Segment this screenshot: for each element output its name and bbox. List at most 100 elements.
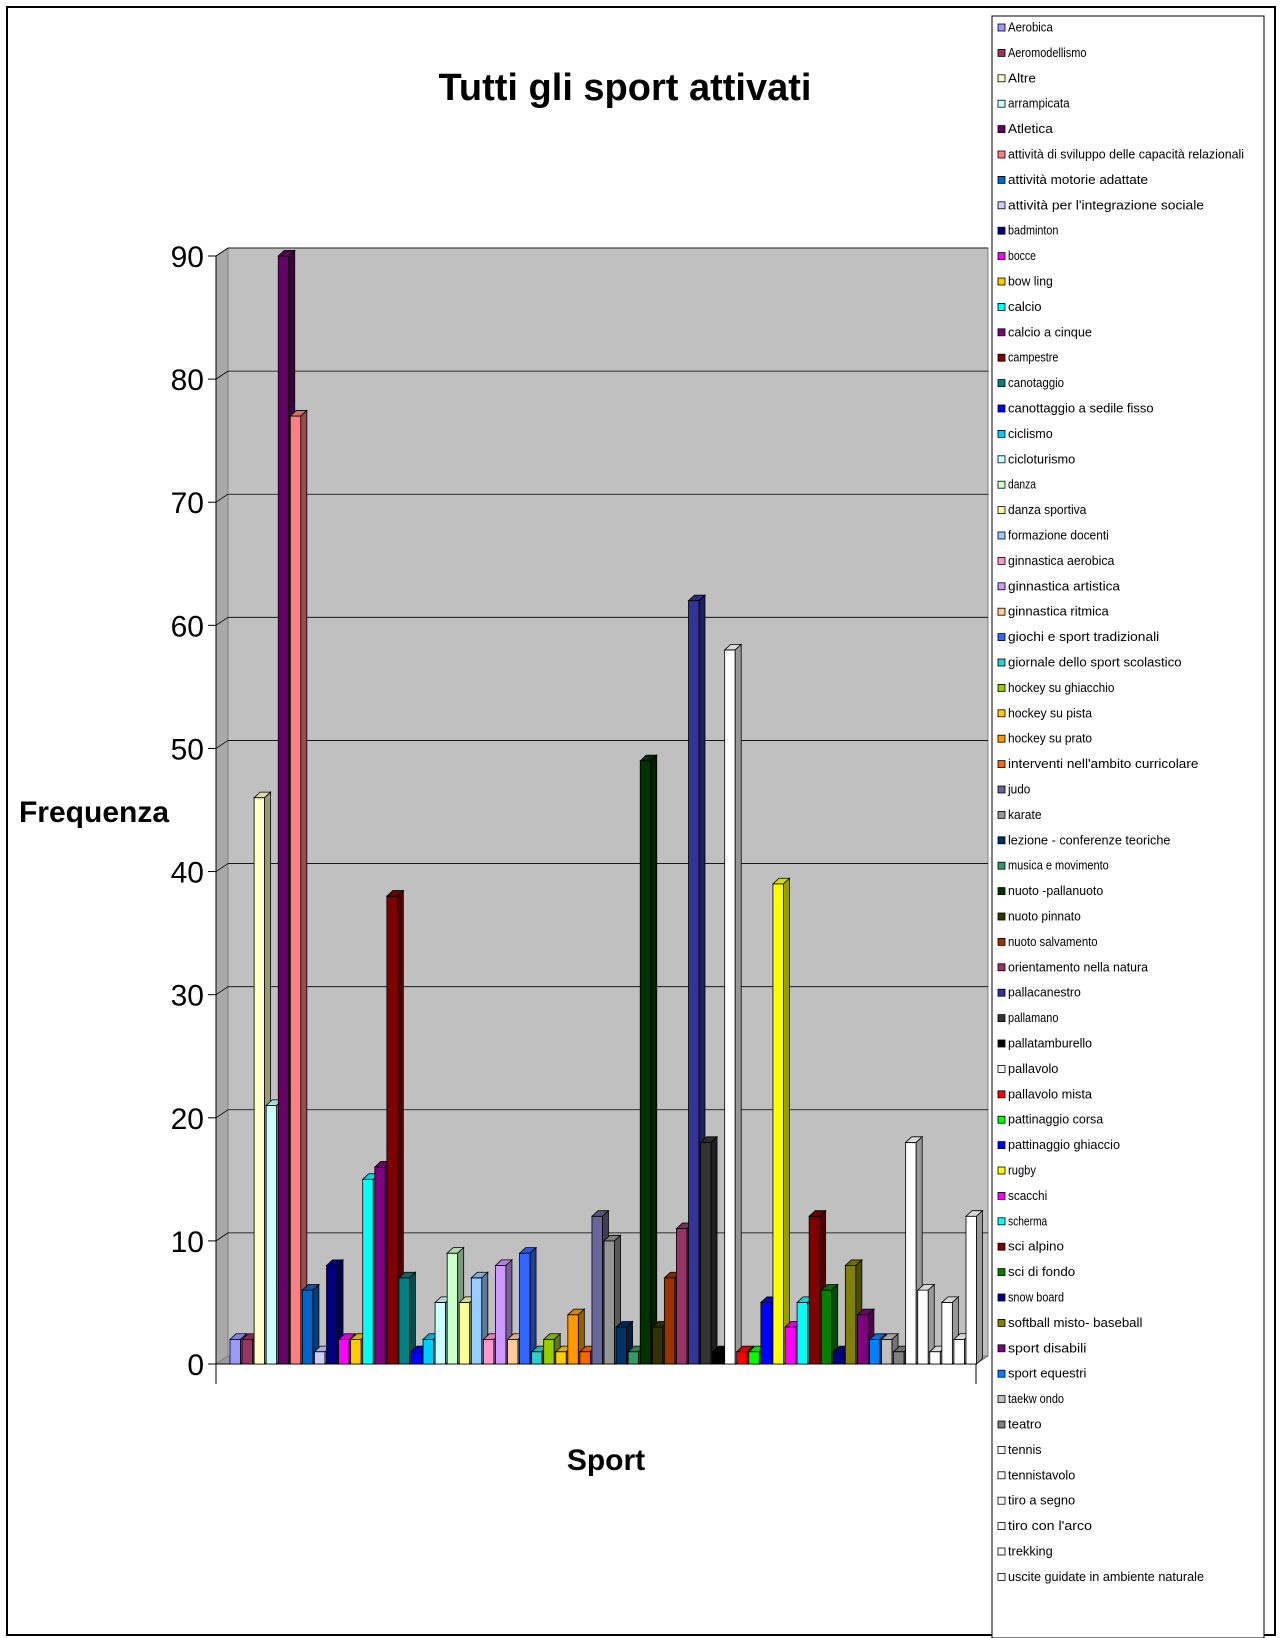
legend-label: pallavolo bbox=[1008, 1062, 1058, 1076]
bar-front bbox=[265, 1105, 278, 1365]
legend-swatch bbox=[997, 1420, 1006, 1429]
legend-swatch bbox=[997, 1065, 1006, 1073]
bar-front bbox=[241, 1338, 253, 1365]
legend-swatch bbox=[997, 99, 1006, 108]
chart-title: Tutti gli sport attivati bbox=[439, 67, 812, 109]
legend-swatch bbox=[997, 1573, 1006, 1581]
legend-swatch bbox=[997, 379, 1006, 388]
legend-swatch bbox=[997, 607, 1006, 616]
gridline-depth bbox=[215, 740, 229, 749]
bar-front bbox=[314, 1351, 326, 1365]
bar-front bbox=[543, 1338, 555, 1365]
legend-label: cicloturismo bbox=[1008, 452, 1075, 466]
bar-front bbox=[289, 415, 302, 1365]
legend-label: pallavolo mista bbox=[1008, 1087, 1092, 1101]
bar bbox=[289, 409, 308, 1365]
bar bbox=[301, 1283, 320, 1365]
legend-swatch bbox=[997, 302, 1006, 311]
bar-front bbox=[808, 1215, 821, 1365]
legend-swatch bbox=[997, 1547, 1006, 1556]
gridline-depth bbox=[215, 617, 229, 626]
plot-side-wall bbox=[215, 247, 229, 1365]
legend-label: trekking bbox=[1008, 1545, 1053, 1559]
bar-front bbox=[651, 1326, 664, 1365]
bar-side bbox=[650, 754, 658, 1365]
legend-swatch bbox=[997, 938, 1006, 946]
y-tick-label: 80 bbox=[171, 364, 204, 397]
bar-front bbox=[796, 1302, 808, 1365]
legend-swatch bbox=[997, 760, 1006, 768]
bar-front bbox=[326, 1265, 338, 1365]
legend-label: Aerobica bbox=[1008, 21, 1053, 35]
legend-label: ginnastica ritmica bbox=[1008, 605, 1109, 619]
legend-label: attività di sviluppo delle capacità rela… bbox=[1008, 148, 1244, 162]
legend-swatch bbox=[997, 1166, 1006, 1175]
legend-swatch bbox=[997, 811, 1006, 819]
legend-label: rugby bbox=[1008, 1164, 1037, 1178]
bar-front bbox=[627, 1351, 640, 1365]
legend-swatch bbox=[997, 1242, 1006, 1251]
bar-front bbox=[301, 1289, 314, 1365]
y-tick-label: 20 bbox=[171, 1103, 204, 1136]
bar bbox=[639, 754, 658, 1365]
legend-label: musica e movimento bbox=[1008, 859, 1109, 873]
legend-swatch bbox=[997, 1293, 1006, 1302]
legend-label: Aeromodellismo bbox=[1008, 46, 1086, 60]
legend-label: bocce bbox=[1008, 249, 1036, 263]
y-tick-label: 90 bbox=[171, 241, 204, 274]
plot-back-wall bbox=[227, 247, 989, 1357]
bar bbox=[964, 1209, 984, 1365]
legend-swatch bbox=[997, 785, 1006, 794]
legend-label: ginnastica artistica bbox=[1008, 579, 1120, 593]
legend-label: pallamano bbox=[1008, 1011, 1058, 1025]
legend-label: badminton bbox=[1008, 224, 1058, 238]
bar-front bbox=[519, 1252, 531, 1365]
bar-front bbox=[531, 1351, 543, 1365]
legend-swatch bbox=[997, 226, 1006, 235]
legend-swatch bbox=[997, 1446, 1006, 1454]
bar-front bbox=[362, 1178, 374, 1365]
legend-swatch bbox=[997, 1090, 1006, 1099]
bar-front bbox=[458, 1302, 471, 1365]
bar-front bbox=[615, 1326, 627, 1365]
legend-label: teatro bbox=[1008, 1418, 1042, 1432]
bar-front bbox=[422, 1338, 434, 1365]
legend-swatch bbox=[997, 1192, 1006, 1200]
bar-front bbox=[869, 1338, 881, 1365]
bar-front bbox=[446, 1252, 459, 1365]
bar-front bbox=[676, 1228, 688, 1365]
bar-front bbox=[965, 1215, 977, 1365]
legend-label: Altre bbox=[1008, 71, 1036, 85]
legend-swatch bbox=[997, 531, 1006, 540]
legend-swatch bbox=[997, 74, 1006, 83]
legend-label: attività per l'integrazione sociale bbox=[1008, 198, 1204, 212]
legend-swatch bbox=[997, 633, 1006, 641]
bar-front bbox=[591, 1215, 603, 1365]
legend: Aerobica Aeromodellismo Altre arrampicata At… bbox=[991, 15, 1265, 1638]
legend-label: sci alpino bbox=[1008, 1240, 1064, 1254]
legend-label: canottaggio a sedile fisso bbox=[1008, 402, 1154, 416]
legend-label: lezione - conferenze teoriche bbox=[1008, 833, 1170, 847]
bar-front bbox=[639, 760, 652, 1365]
bar-front bbox=[470, 1277, 483, 1365]
legend-label: calcio bbox=[1008, 300, 1042, 314]
legend-swatch bbox=[997, 252, 1006, 261]
legend-label: snow board bbox=[1008, 1291, 1064, 1305]
y-axis-title: Frequenza bbox=[19, 796, 169, 829]
y-tick-label: 40 bbox=[171, 857, 204, 890]
legend-swatch bbox=[997, 1369, 1006, 1378]
bar-front bbox=[724, 649, 736, 1365]
legend-swatch bbox=[997, 912, 1006, 921]
bar-front bbox=[820, 1289, 833, 1365]
legend-swatch bbox=[997, 404, 1006, 413]
bar bbox=[518, 1246, 538, 1365]
legend-label: hockey su prato bbox=[1008, 732, 1092, 746]
legend-swatch bbox=[997, 1522, 1006, 1530]
legend-label: interventi nell'ambito curricolare bbox=[1008, 757, 1198, 771]
legend-label: tiro a segno bbox=[1008, 1494, 1075, 1508]
legend-label: ginnastica aerobica bbox=[1008, 554, 1114, 568]
legend-swatch bbox=[997, 1395, 1006, 1403]
legend-label: hockey su pista bbox=[1008, 706, 1092, 720]
bar-front bbox=[603, 1240, 615, 1365]
gridline-depth bbox=[215, 493, 229, 503]
